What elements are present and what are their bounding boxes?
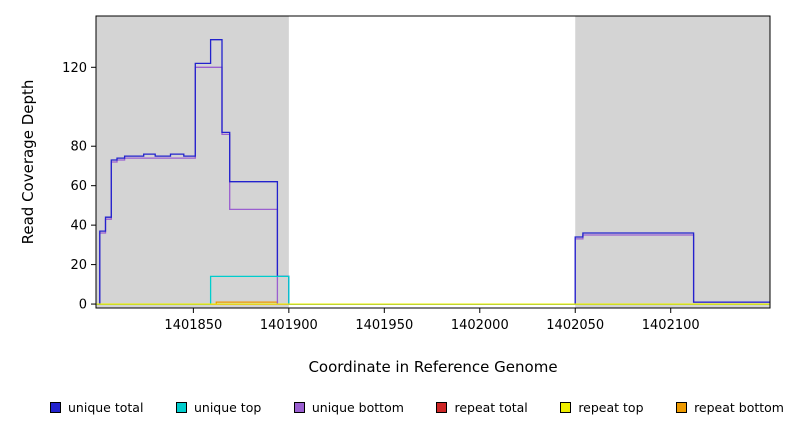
y-tick-label: 40 [70,219,87,234]
x-tick-label: 1402050 [546,318,604,333]
shaded-region [96,16,289,308]
x-tick-label: 1401950 [355,318,413,333]
y-tick-label: 20 [70,258,87,273]
y-axis-title: Read Coverage Depth [19,79,37,245]
legend-swatch-unique-bottom [293,402,305,413]
shaded-region [575,16,770,308]
x-axis-title: Coordinate in Reference Genome [308,358,558,376]
legend-label: repeat bottom [694,400,784,415]
legend-swatch-repeat-total [436,402,448,413]
y-tick-label: 0 [79,298,87,313]
legend-label: repeat total [454,400,528,415]
y-tick-label: 80 [70,140,87,155]
legend-item: repeat total [436,400,528,415]
legend-label: unique top [193,400,262,415]
x-tick-label: 1401900 [260,318,318,333]
plot-area: 1401850 1401900 1401950 1402000 1402050 14021… [62,15,771,333]
legend-item: unique bottom [293,400,404,415]
y-tick-label: 120 [62,61,87,76]
legend: unique total unique top unique bottom repea… [0,400,792,415]
y-tick-label: 60 [70,179,87,194]
x-tick-label: 1402100 [642,318,700,333]
x-tick-label: 1401850 [164,318,222,333]
legend-item: unique top [175,400,262,415]
legend-swatch-unique-total [50,402,61,413]
legend-item: unique total [50,400,143,415]
legend-swatch-unique-top [175,402,187,413]
legend-label: unique total [68,400,144,415]
plot-border [95,15,771,309]
legend-label: repeat top [578,400,644,415]
x-tick-label: 1402000 [451,318,509,333]
legend-item: repeat top [560,400,644,415]
legend-swatch-repeat-bottom [676,402,688,413]
legend-label: unique bottom [311,400,404,415]
legend-item: repeat bottom [676,400,784,415]
legend-swatch-repeat-top [560,402,572,413]
